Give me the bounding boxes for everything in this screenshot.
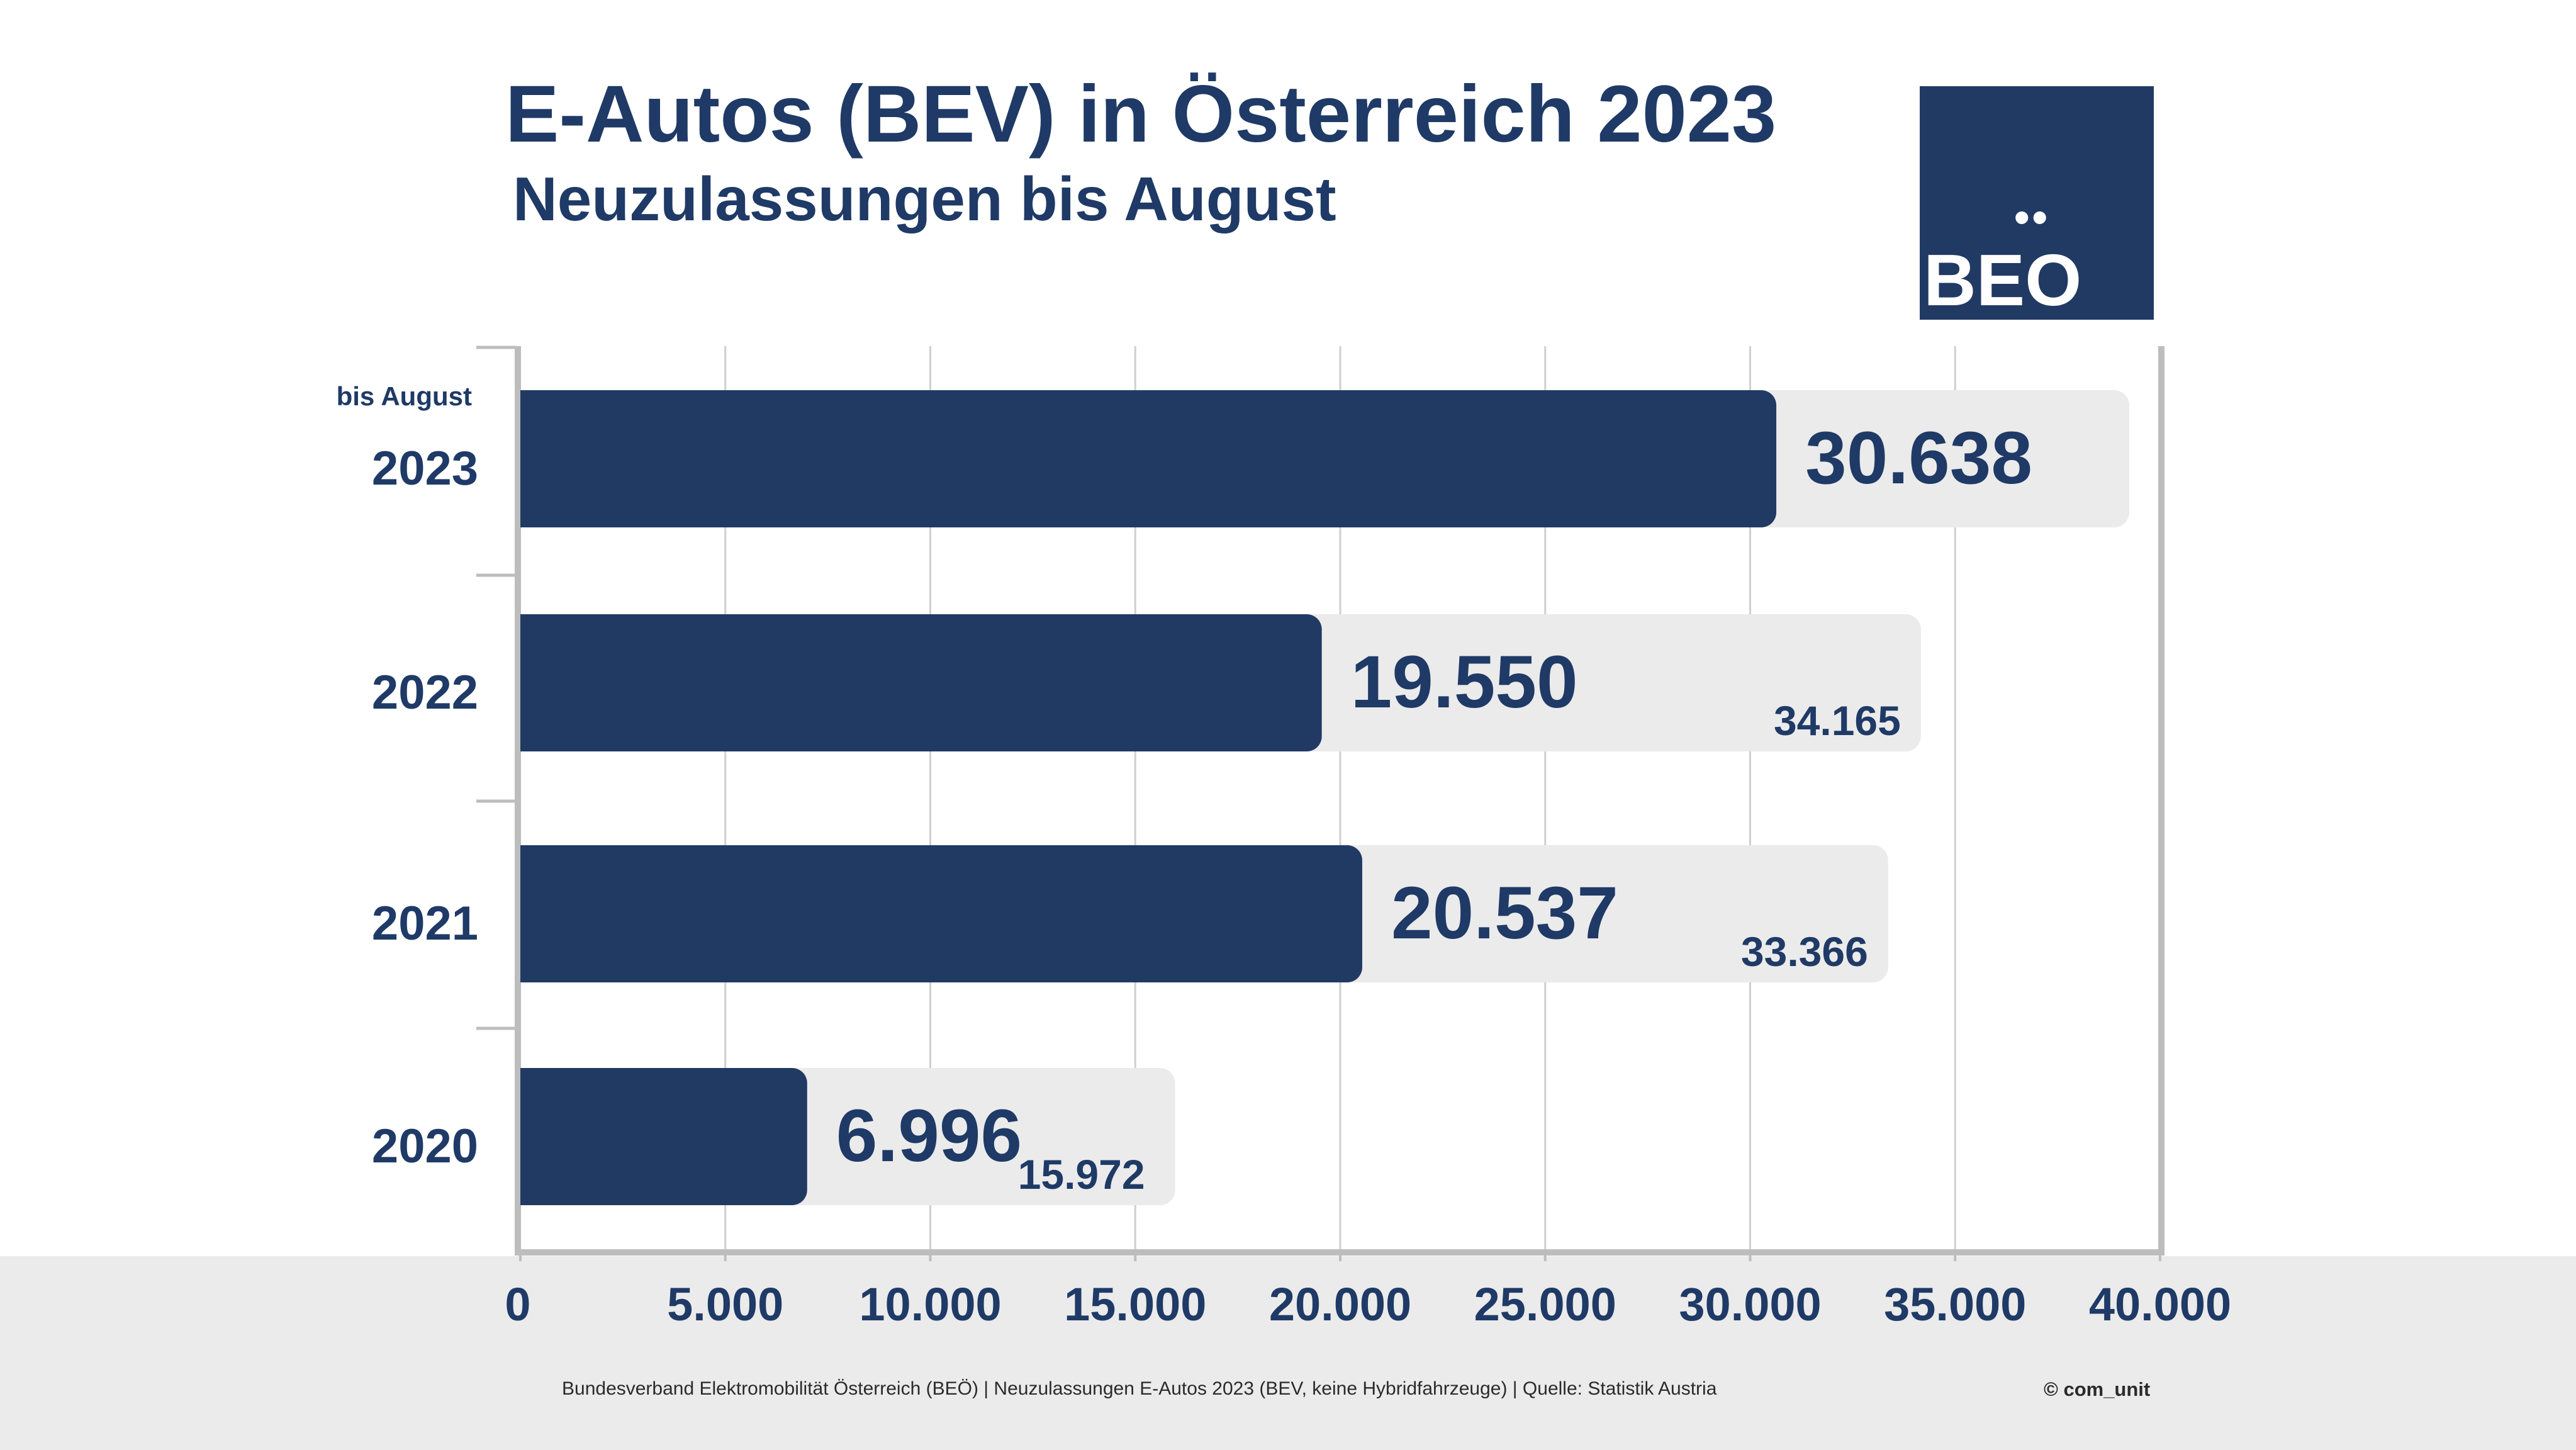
category-label: 2022 [372, 666, 478, 719]
x-tick-label: 5.000 [667, 1278, 783, 1330]
chart-subtitle: Neuzulassungen bis August [513, 164, 1336, 233]
x-tick-label: 40.000 [2089, 1278, 2231, 1330]
x-tick-label: 30.000 [1679, 1278, 1821, 1330]
value-bar-left-edge [520, 614, 546, 751]
logo-dots: •• [2014, 193, 2051, 242]
category-label: 2020 [372, 1120, 478, 1173]
category-label: 2023 [372, 442, 478, 495]
x-tick-label: 35.000 [1884, 1278, 2026, 1330]
category-note: bis August [337, 381, 472, 411]
value-label: 30.638 [1805, 417, 2032, 500]
footer-copyright: © com_unit [2044, 1378, 2151, 1400]
value-bar [520, 614, 1322, 751]
value-bar [520, 845, 1362, 982]
value-bar [520, 1068, 807, 1205]
value-bar-left-edge [520, 390, 546, 527]
x-tick-label: 0 [505, 1278, 530, 1330]
total-value-label: 33.366 [1741, 928, 1868, 975]
beo-logo: •• BEO [1920, 86, 2154, 320]
value-bar [520, 390, 1777, 527]
footer-band [0, 1256, 2576, 1450]
x-tick-label: 15.000 [1064, 1278, 1206, 1330]
x-tick-label: 25.000 [1474, 1278, 1616, 1330]
category-label: 2021 [372, 897, 478, 950]
x-tick-label: 10.000 [859, 1278, 1001, 1330]
value-label: 20.537 [1391, 872, 1618, 955]
total-value-label: 34.165 [1774, 697, 1901, 744]
value-label: 6.996 [836, 1094, 1022, 1177]
value-bar-left-edge [520, 845, 546, 982]
logo-text: BEO [1924, 239, 2082, 321]
chart-title: E-Autos (BEV) in Österreich 2023 [505, 69, 1777, 159]
value-label: 19.550 [1351, 641, 1578, 724]
x-tick-label: 20.000 [1269, 1278, 1411, 1330]
value-bar-left-edge [520, 1068, 546, 1205]
footer-source: Bundesverband Elektromobilität Österreic… [562, 1378, 1717, 1399]
total-value-label: 15.972 [1018, 1151, 1145, 1198]
